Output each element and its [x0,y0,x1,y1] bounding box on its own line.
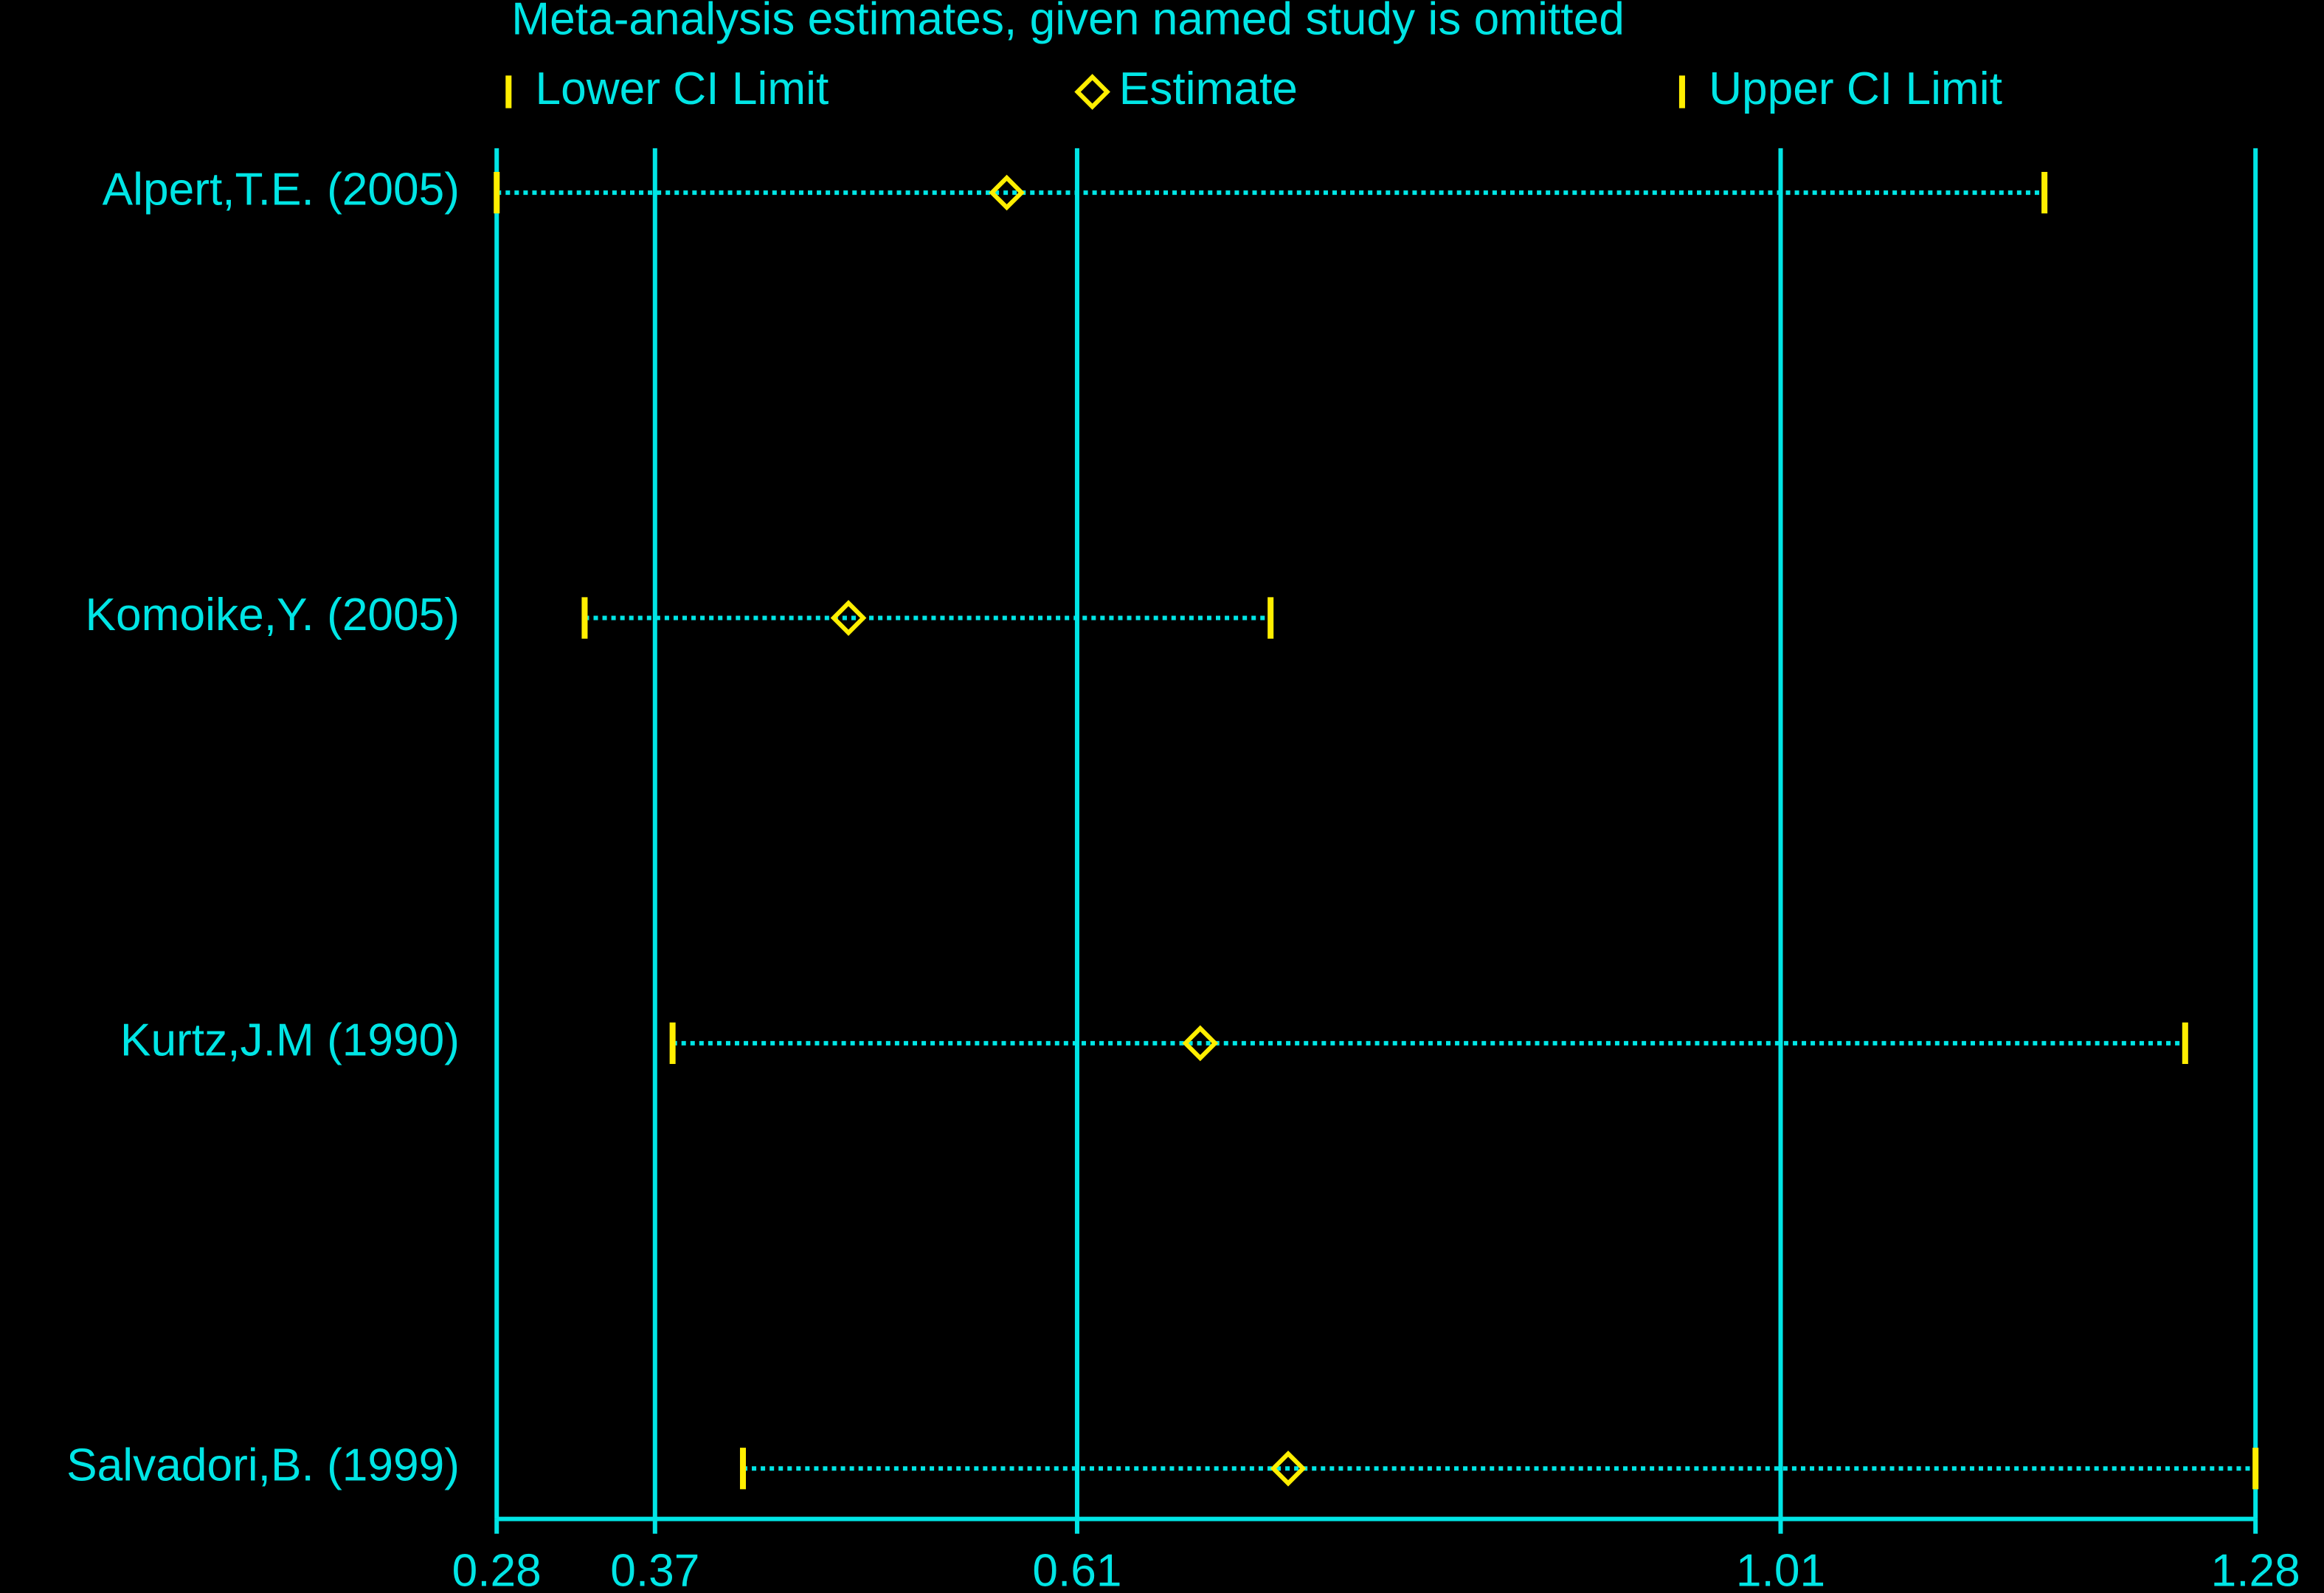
estimate [830,600,867,636]
estimate [989,174,1025,211]
y-tick-label: Alpert,T.E. (2005) [103,165,460,215]
y-tick-label: Kurtz,J.M (1990) [120,1015,460,1065]
x-tick-label: 1.01 [1736,1545,1825,1593]
x-tick-label: 0.28 [452,1545,542,1593]
estimate [1182,1025,1219,1062]
legend-label: Upper CI Limit [1709,63,2002,114]
x-tick-label: 1.28 [2211,1545,2300,1593]
y-tick-label: Komoike,Y. (2005) [86,590,460,640]
y-tick-label: Salvadori,B. (1999) [66,1440,460,1491]
legend-label: Estimate [1119,63,1298,114]
estimate [1270,1450,1307,1487]
x-tick-label: 0.37 [610,1545,699,1593]
legend-label: Lower CI Limit [535,63,829,114]
chart-title: Meta-analysis estimates, given named stu… [511,0,1625,45]
x-tick-label: 0.61 [1032,1545,1121,1593]
legend-symbol [1074,74,1110,110]
